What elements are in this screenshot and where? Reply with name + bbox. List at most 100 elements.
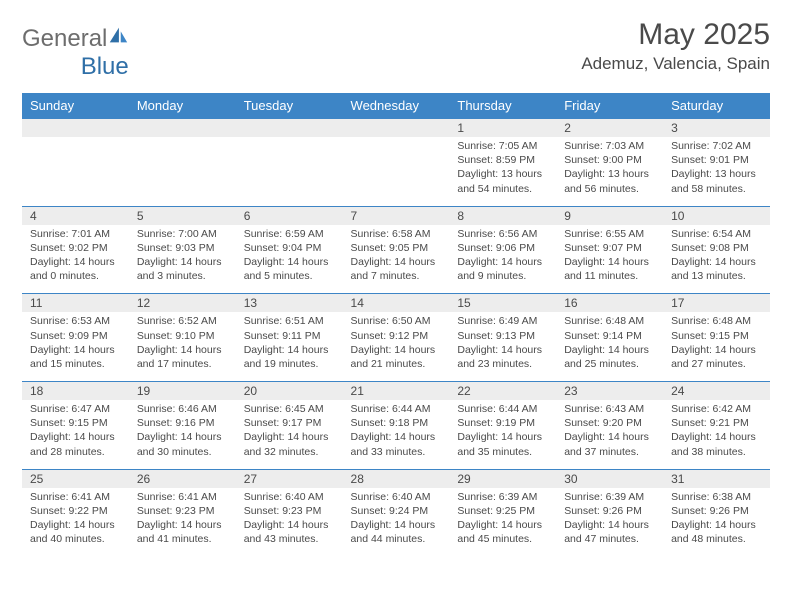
day-detail: Sunrise: 6:43 AM Sunset: 9:20 PM Dayligh…: [556, 400, 663, 469]
calendar-body: 123Sunrise: 7:05 AM Sunset: 8:59 PM Dayl…: [22, 119, 770, 557]
day-detail: Sunrise: 6:42 AM Sunset: 9:21 PM Dayligh…: [663, 400, 770, 469]
weekday-header: Wednesday: [343, 93, 450, 119]
day-detail: Sunrise: 6:56 AM Sunset: 9:06 PM Dayligh…: [449, 225, 556, 294]
day-number: 13: [236, 294, 343, 313]
day-number: 23: [556, 382, 663, 401]
day-number: 16: [556, 294, 663, 313]
day-detail: Sunrise: 7:01 AM Sunset: 9:02 PM Dayligh…: [22, 225, 129, 294]
day-detail: Sunrise: 6:47 AM Sunset: 9:15 PM Dayligh…: [22, 400, 129, 469]
day-number: 21: [343, 382, 450, 401]
day-number: 8: [449, 206, 556, 225]
weekday-header: Sunday: [22, 93, 129, 119]
day-number: 3: [663, 119, 770, 138]
day-detail: Sunrise: 6:40 AM Sunset: 9:24 PM Dayligh…: [343, 488, 450, 557]
day-number: 25: [22, 469, 129, 488]
day-detail: Sunrise: 6:44 AM Sunset: 9:18 PM Dayligh…: [343, 400, 450, 469]
day-number: 26: [129, 469, 236, 488]
day-number: 4: [22, 206, 129, 225]
day-number: 7: [343, 206, 450, 225]
day-detail: Sunrise: 6:45 AM Sunset: 9:17 PM Dayligh…: [236, 400, 343, 469]
day-detail: Sunrise: 7:05 AM Sunset: 8:59 PM Dayligh…: [449, 137, 556, 206]
day-detail: Sunrise: 6:39 AM Sunset: 9:25 PM Dayligh…: [449, 488, 556, 557]
day-detail: Sunrise: 6:54 AM Sunset: 9:08 PM Dayligh…: [663, 225, 770, 294]
day-number: 19: [129, 382, 236, 401]
day-detail: Sunrise: 6:53 AM Sunset: 9:09 PM Dayligh…: [22, 312, 129, 381]
day-detail: Sunrise: 6:50 AM Sunset: 9:12 PM Dayligh…: [343, 312, 450, 381]
day-number: [343, 119, 450, 138]
day-detail: Sunrise: 6:59 AM Sunset: 9:04 PM Dayligh…: [236, 225, 343, 294]
page-header: General GeneBlue May 2025 Ademuz, Valenc…: [22, 18, 770, 81]
day-detail: Sunrise: 6:41 AM Sunset: 9:23 PM Dayligh…: [129, 488, 236, 557]
calendar-page: General GeneBlue May 2025 Ademuz, Valenc…: [0, 0, 792, 566]
day-number: [129, 119, 236, 138]
day-number: 30: [556, 469, 663, 488]
day-detail: Sunrise: 6:52 AM Sunset: 9:10 PM Dayligh…: [129, 312, 236, 381]
day-number: 5: [129, 206, 236, 225]
day-number: 17: [663, 294, 770, 313]
day-detail: Sunrise: 6:39 AM Sunset: 9:26 PM Dayligh…: [556, 488, 663, 557]
sail-icon: [107, 24, 129, 46]
day-number-row: 18192021222324: [22, 382, 770, 401]
day-detail: [236, 137, 343, 206]
day-detail: Sunrise: 6:48 AM Sunset: 9:14 PM Dayligh…: [556, 312, 663, 381]
day-detail-row: Sunrise: 6:53 AM Sunset: 9:09 PM Dayligh…: [22, 312, 770, 381]
day-detail: Sunrise: 7:02 AM Sunset: 9:01 PM Dayligh…: [663, 137, 770, 206]
day-detail: [129, 137, 236, 206]
day-detail: Sunrise: 6:49 AM Sunset: 9:13 PM Dayligh…: [449, 312, 556, 381]
day-number: 29: [449, 469, 556, 488]
day-detail: Sunrise: 6:41 AM Sunset: 9:22 PM Dayligh…: [22, 488, 129, 557]
day-detail: Sunrise: 6:55 AM Sunset: 9:07 PM Dayligh…: [556, 225, 663, 294]
day-detail: Sunrise: 6:46 AM Sunset: 9:16 PM Dayligh…: [129, 400, 236, 469]
day-detail: Sunrise: 7:03 AM Sunset: 9:00 PM Dayligh…: [556, 137, 663, 206]
day-number: 31: [663, 469, 770, 488]
day-number: 24: [663, 382, 770, 401]
day-detail: Sunrise: 6:51 AM Sunset: 9:11 PM Dayligh…: [236, 312, 343, 381]
day-detail: Sunrise: 6:58 AM Sunset: 9:05 PM Dayligh…: [343, 225, 450, 294]
day-number: 14: [343, 294, 450, 313]
day-number: 10: [663, 206, 770, 225]
day-detail-row: Sunrise: 7:01 AM Sunset: 9:02 PM Dayligh…: [22, 225, 770, 294]
calendar-table: Sunday Monday Tuesday Wednesday Thursday…: [22, 93, 770, 556]
day-number: [22, 119, 129, 138]
title-block: May 2025 Ademuz, Valencia, Spain: [581, 18, 770, 74]
brand-name-a: General: [22, 25, 107, 52]
day-detail-row: Sunrise: 6:47 AM Sunset: 9:15 PM Dayligh…: [22, 400, 770, 469]
month-title: May 2025: [581, 18, 770, 52]
brand-name: General GeneBlue: [22, 24, 129, 81]
brand-name-b: Blue: [81, 53, 129, 80]
weekday-header: Monday: [129, 93, 236, 119]
day-number: 20: [236, 382, 343, 401]
day-number-row: 45678910: [22, 206, 770, 225]
day-detail: Sunrise: 6:40 AM Sunset: 9:23 PM Dayligh…: [236, 488, 343, 557]
day-number: 22: [449, 382, 556, 401]
day-number-row: 123: [22, 119, 770, 138]
day-number: 6: [236, 206, 343, 225]
day-number: 1: [449, 119, 556, 138]
weekday-header: Thursday: [449, 93, 556, 119]
day-number: 15: [449, 294, 556, 313]
day-detail: Sunrise: 6:48 AM Sunset: 9:15 PM Dayligh…: [663, 312, 770, 381]
day-number: 9: [556, 206, 663, 225]
day-number: 2: [556, 119, 663, 138]
weekday-header: Saturday: [663, 93, 770, 119]
day-number: 11: [22, 294, 129, 313]
location-subtitle: Ademuz, Valencia, Spain: [581, 54, 770, 74]
day-detail-row: Sunrise: 7:05 AM Sunset: 8:59 PM Dayligh…: [22, 137, 770, 206]
day-number: 12: [129, 294, 236, 313]
weekday-header: Friday: [556, 93, 663, 119]
day-detail: [343, 137, 450, 206]
day-detail: Sunrise: 6:38 AM Sunset: 9:26 PM Dayligh…: [663, 488, 770, 557]
day-detail: Sunrise: 6:44 AM Sunset: 9:19 PM Dayligh…: [449, 400, 556, 469]
day-number-row: 25262728293031: [22, 469, 770, 488]
day-number: 28: [343, 469, 450, 488]
day-number: 18: [22, 382, 129, 401]
day-number-row: 11121314151617: [22, 294, 770, 313]
weekday-header: Tuesday: [236, 93, 343, 119]
brand-logo: General GeneBlue: [22, 18, 129, 81]
weekday-header-row: Sunday Monday Tuesday Wednesday Thursday…: [22, 93, 770, 119]
day-detail: Sunrise: 7:00 AM Sunset: 9:03 PM Dayligh…: [129, 225, 236, 294]
day-number: [236, 119, 343, 138]
day-detail-row: Sunrise: 6:41 AM Sunset: 9:22 PM Dayligh…: [22, 488, 770, 557]
day-detail: [22, 137, 129, 206]
day-number: 27: [236, 469, 343, 488]
